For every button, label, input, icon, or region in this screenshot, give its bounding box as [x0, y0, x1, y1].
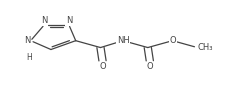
Text: N: N: [24, 36, 31, 45]
Text: O: O: [168, 36, 175, 45]
Text: CH₃: CH₃: [196, 43, 212, 52]
Text: O: O: [99, 62, 106, 71]
Text: H: H: [27, 53, 32, 62]
Text: N: N: [65, 16, 72, 25]
Text: NH: NH: [116, 36, 129, 45]
Text: N: N: [41, 16, 47, 25]
Text: O: O: [146, 62, 153, 71]
